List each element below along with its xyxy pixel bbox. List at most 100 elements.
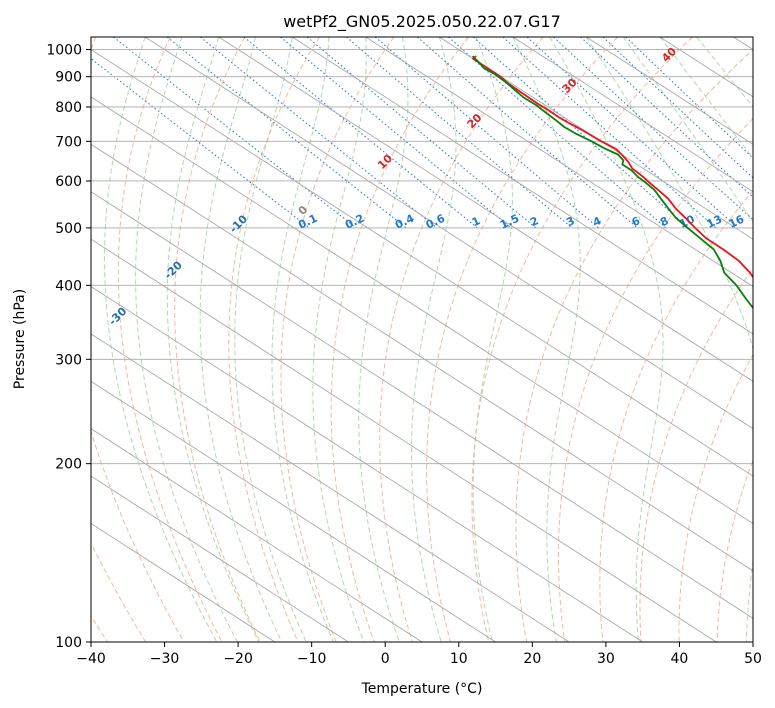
dry-adiabat-label: -20 [162, 258, 185, 281]
dewpoint-profile-line [471, 55, 753, 310]
mixing-ratio-label: 0.1 [296, 212, 319, 232]
dry-adiabat-line [426, 37, 619, 642]
moist-adiabat-line [166, 37, 260, 642]
chart-title: wetPf2_GN05.2025.050.22.07.G17 [283, 12, 561, 32]
mixing-ratio-line [166, 37, 407, 229]
mixing-ratio-line [502, 37, 717, 229]
dry-adiabat-line [280, 37, 395, 642]
mixing-ratio-line [280, 37, 512, 229]
dry-adiabat-line [91, 37, 185, 642]
isotherm-line [291, 37, 753, 335]
mixing-ratio-line [91, 57, 310, 229]
isotherm-line [144, 37, 753, 430]
isotherm-line [439, 37, 753, 240]
dry-adiabat-line [174, 37, 261, 642]
dry-adiabat-label: -30 [106, 305, 129, 328]
moist-adiabat-line [135, 37, 238, 642]
x-axis: −40 −30 −20 −10 0 10 20 30 40 50 [76, 642, 762, 667]
plot-area: -100-90-80-70-60-50-40-30-20-10010203040… [0, 37, 775, 642]
moist-adiabat-line [549, 37, 664, 642]
dry-adiabat-line [117, 37, 223, 642]
isotherm-line [91, 522, 276, 642]
mixing-ratio-label: 6 [630, 214, 643, 229]
y-tick-label: 1000 [46, 43, 82, 59]
x-tick-label: 50 [744, 651, 762, 667]
mixing-ratio-label: 10 [677, 212, 697, 230]
isotherms [91, 37, 753, 642]
isotherm-line [91, 143, 753, 572]
y-tick-label: 800 [55, 100, 82, 116]
moist-adiabat-line [622, 37, 753, 223]
mixing-ratio-label: 1 [470, 214, 482, 229]
isotherm-line [91, 333, 570, 642]
y-tick-label: 500 [55, 221, 82, 237]
dry-adiabat-line [599, 189, 753, 642]
x-tick-label: −30 [150, 651, 180, 667]
moist-adiabat-line [271, 37, 334, 642]
dry-adiabats [0, 37, 775, 642]
plot-frame [90, 36, 754, 643]
dry-adiabat-label: -60 [0, 443, 15, 466]
mixing-ratio-label: 1.5 [498, 212, 521, 232]
y-tick-label: 700 [55, 134, 82, 150]
dry-adiabat-line [639, 267, 753, 642]
mixing-ratio-line [374, 37, 599, 229]
mixing-ratio-label: 3 [564, 214, 576, 229]
y-tick-label: 400 [55, 278, 82, 294]
x-tick-label: −40 [76, 651, 106, 667]
moist-adiabat-line [234, 37, 307, 642]
isotherm-line [733, 37, 753, 51]
isotherm-line [586, 37, 753, 145]
isotherm-line [91, 191, 753, 619]
temperature-profile-line [472, 55, 753, 279]
x-tick-label: 30 [597, 651, 615, 667]
dry-adiabat-line [558, 117, 753, 642]
moist-adiabat-line [358, 37, 409, 642]
isotherm-line [91, 238, 717, 642]
mixing-ratio-line [580, 37, 753, 198]
isotherm-line [91, 475, 349, 642]
mixing-ratio-line [346, 37, 573, 229]
dry-adiabat-label: -10 [227, 212, 250, 235]
y-tick-label: 600 [55, 174, 82, 190]
isotherm-line [91, 285, 643, 642]
y-tick-label: 200 [55, 457, 82, 473]
dry-adiabat-line [471, 37, 693, 642]
mixing-ratio-label: 2 [528, 214, 540, 229]
dry-adiabat-line [0, 37, 70, 642]
y-tick-label: 300 [55, 352, 82, 368]
isotherm-line [91, 96, 753, 525]
dry-adiabat-line [228, 37, 320, 642]
x-tick-label: −20 [223, 651, 253, 667]
mixing-ratio-line [602, 37, 753, 179]
dry-adiabat-label: -50 [22, 397, 45, 420]
y-axis-label: Pressure (hPa) [12, 289, 28, 389]
mixing-ratio-label: 13 [705, 213, 724, 231]
isotherm-line [91, 380, 496, 642]
isotherm-line [512, 37, 753, 193]
isotherm-line [365, 37, 753, 288]
y-tick-label: 900 [55, 70, 82, 86]
dry-adiabat-line [330, 37, 469, 642]
mixing-ratio-line [417, 37, 638, 229]
y-tick-label: 100 [55, 635, 82, 651]
mixing-ratio-line [243, 37, 478, 229]
dry-adiabat-line [379, 37, 544, 642]
dry-adiabat-line [678, 353, 753, 642]
x-tick-label: 40 [671, 651, 689, 667]
moist-adiabat-line [585, 37, 753, 642]
x-tick-label: 20 [523, 651, 541, 667]
isotherm-line [91, 49, 753, 477]
moist-adiabat-line [659, 37, 753, 159]
mixing-ratio-line [306, 37, 537, 229]
x-tick-label: 10 [450, 651, 468, 667]
dry-adiabat-line [515, 48, 753, 642]
moist-adiabat-line [199, 37, 283, 642]
dry-adiabat-line [755, 37, 775, 642]
mixing-ratio-line [199, 37, 438, 229]
mixing-ratio-label: 4 [591, 214, 604, 229]
mixing-ratio-label: 16 [727, 212, 747, 230]
moist-adiabat-line [472, 37, 513, 642]
